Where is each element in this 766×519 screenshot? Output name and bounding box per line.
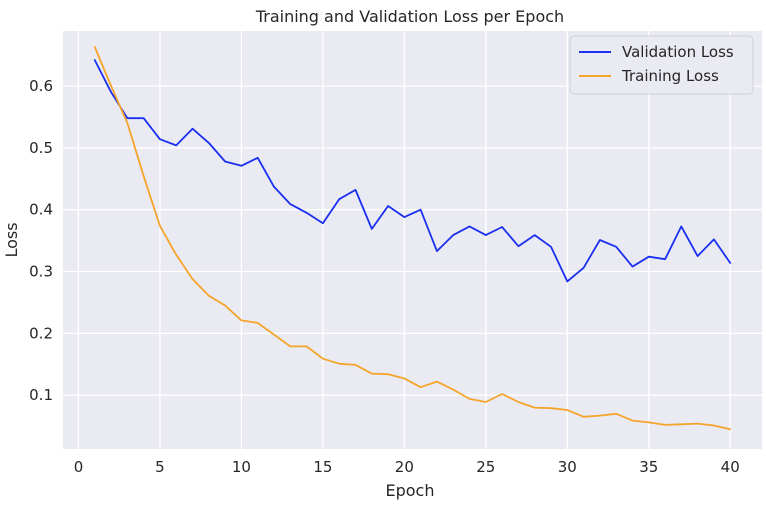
y-tick-label: 0.4 bbox=[29, 201, 53, 219]
x-tick-label: 20 bbox=[395, 458, 414, 476]
y-tick-label: 0.2 bbox=[29, 324, 53, 342]
x-tick-label: 0 bbox=[74, 458, 84, 476]
y-axis-title: Loss bbox=[2, 222, 21, 257]
series-line-validation-loss bbox=[93, 59, 732, 283]
x-tick-label: 15 bbox=[313, 458, 332, 476]
series-lines bbox=[93, 46, 732, 431]
grid-lines bbox=[63, 31, 762, 449]
x-tick-label: 35 bbox=[639, 458, 658, 476]
legend-label-validation-loss: Validation Loss bbox=[622, 43, 734, 61]
x-tick-label: 25 bbox=[476, 458, 495, 476]
y-tick-label: 0.5 bbox=[29, 139, 53, 157]
x-axis-title: Epoch bbox=[386, 481, 435, 500]
y-tick-label: 0.6 bbox=[29, 77, 53, 95]
y-tick-label: 0.3 bbox=[29, 263, 53, 281]
legend-label-training-loss: Training Loss bbox=[621, 67, 719, 85]
y-tick-labels: 0.1 0.2 0.3 0.4 0.5 0.6 bbox=[29, 77, 53, 404]
chart-title: Training and Validation Loss per Epoch bbox=[255, 7, 564, 26]
plot-background bbox=[63, 31, 762, 449]
x-tick-label: 40 bbox=[721, 458, 740, 476]
legend: Validation Loss Training Loss bbox=[569, 35, 754, 95]
x-tick-label: 10 bbox=[232, 458, 251, 476]
x-tick-label: 5 bbox=[155, 458, 165, 476]
series-line-training-loss bbox=[93, 46, 732, 431]
x-tick-labels: 0 5 10 15 20 25 30 35 40 bbox=[74, 458, 740, 476]
y-tick-label: 0.1 bbox=[29, 386, 53, 404]
x-tick-label: 30 bbox=[558, 458, 577, 476]
legend-box bbox=[569, 35, 754, 95]
